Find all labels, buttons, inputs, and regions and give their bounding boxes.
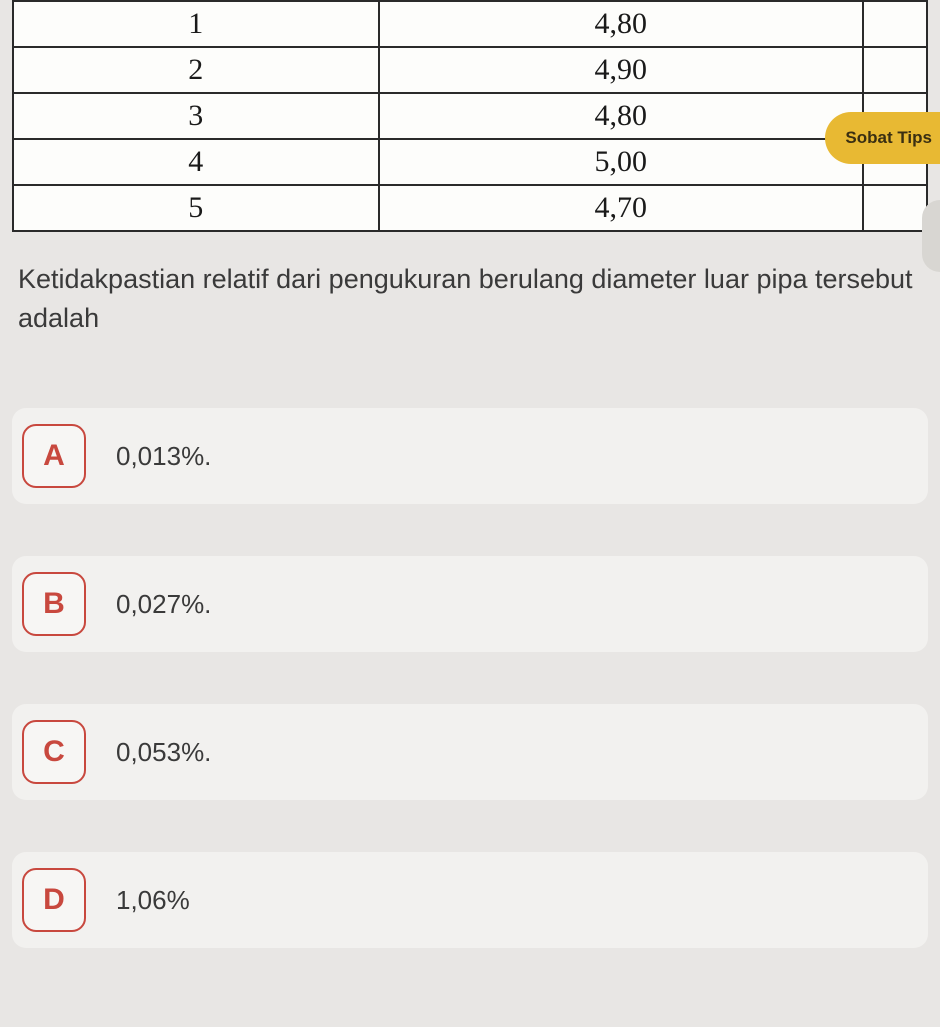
option-text: 0,013%. xyxy=(116,441,211,472)
option-letter-badge: C xyxy=(22,720,86,784)
cell-value: 4,90 xyxy=(379,47,863,93)
option-b[interactable]: B 0,027%. xyxy=(12,556,928,652)
tips-badge[interactable]: Sobat Tips xyxy=(825,112,940,164)
measurement-table: 1 4,80 2 4,90 3 4,80 4 5,00 5 4,70 xyxy=(12,0,928,232)
option-text: 0,027%. xyxy=(116,589,211,620)
option-text: 1,06% xyxy=(116,885,190,916)
option-letter-badge: B xyxy=(22,572,86,636)
option-text: 0,053%. xyxy=(116,737,211,768)
question-text-block: Ketidakpastian relatif dari pengukuran b… xyxy=(12,260,928,338)
table-row: 3 4,80 xyxy=(13,93,927,139)
option-letter-badge: A xyxy=(22,424,86,488)
option-d[interactable]: D 1,06% xyxy=(12,852,928,948)
cell-value: 5,00 xyxy=(379,139,863,185)
table-row: 5 4,70 xyxy=(13,185,927,231)
question-text: Ketidakpastian relatif dari pengukuran b… xyxy=(18,260,922,338)
option-c[interactable]: C 0,053%. xyxy=(12,704,928,800)
option-letter-badge: D xyxy=(22,868,86,932)
cell-value: 4,80 xyxy=(379,1,863,47)
option-a[interactable]: A 0,013%. xyxy=(12,408,928,504)
answer-options: A 0,013%. B 0,027%. C 0,053%. D 1,06% xyxy=(12,408,928,948)
cell-spacer xyxy=(863,1,927,47)
table-row: 2 4,90 xyxy=(13,47,927,93)
cell-value: 4,80 xyxy=(379,93,863,139)
cell-index: 2 xyxy=(13,47,379,93)
cell-spacer xyxy=(863,47,927,93)
side-handle[interactable] xyxy=(922,200,940,272)
cell-value: 4,70 xyxy=(379,185,863,231)
cell-index: 4 xyxy=(13,139,379,185)
cell-index: 3 xyxy=(13,93,379,139)
table-row: 1 4,80 xyxy=(13,1,927,47)
cell-index: 5 xyxy=(13,185,379,231)
table-row: 4 5,00 xyxy=(13,139,927,185)
cell-index: 1 xyxy=(13,1,379,47)
cell-spacer xyxy=(863,185,927,231)
